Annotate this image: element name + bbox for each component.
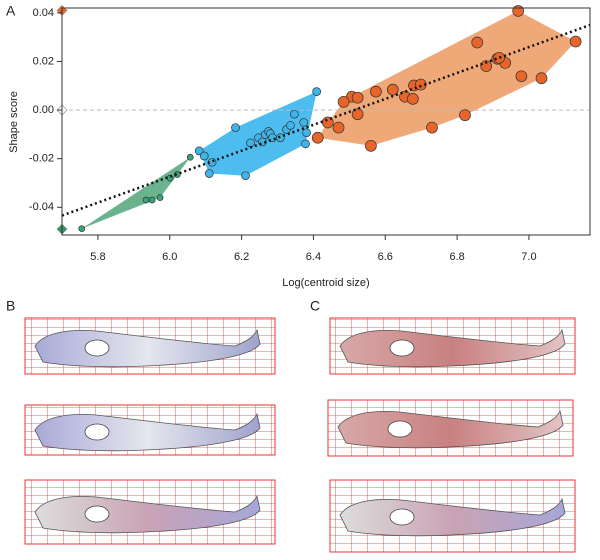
x-tick-label: 5.8 — [90, 251, 105, 263]
x-tick-label: 6.2 — [234, 251, 249, 263]
data-point — [290, 109, 299, 119]
data-point — [173, 171, 181, 178]
group-hull — [317, 10, 576, 146]
panel-label: C — [310, 298, 320, 314]
y-tick-label: -0.04 — [29, 201, 54, 213]
x-tick-label: 7.0 — [521, 251, 536, 263]
data-point — [515, 70, 528, 83]
y-tick-label: 0.02 — [33, 55, 54, 67]
y-tick-label: 0.00 — [33, 104, 54, 116]
data-point — [512, 5, 525, 17]
data-point — [370, 85, 382, 98]
data-point — [299, 118, 309, 127]
data-point — [365, 139, 377, 152]
data-point — [493, 51, 505, 64]
panel-b — [24, 317, 276, 545]
data-point — [426, 121, 438, 134]
data-point — [386, 83, 399, 96]
data-point — [231, 123, 240, 132]
x-tick-label: 6.0 — [162, 251, 177, 263]
data-point — [142, 196, 150, 204]
x-tick-label: 6.6 — [378, 251, 393, 263]
data-point — [241, 171, 250, 181]
data-point — [199, 151, 209, 161]
data-point — [332, 121, 345, 134]
data-point — [312, 87, 322, 96]
panel-label: A — [6, 3, 16, 19]
data-point — [186, 153, 194, 161]
x-axis-label: Log(centroid size) — [282, 277, 369, 289]
data-point — [351, 91, 364, 104]
x-tick-label: 6.8 — [449, 251, 464, 263]
group-hull — [81, 157, 191, 229]
data-point — [311, 131, 324, 144]
panel-label: B — [6, 298, 15, 314]
y-tick-label: 0.04 — [33, 7, 54, 19]
data-point — [301, 139, 310, 149]
x-tick-label: 6.4 — [306, 251, 321, 263]
data-point — [569, 35, 582, 48]
plot: 5.8 6.0 6.2 6.4 6.6 6.8 7.0 -0.04 -0.02 0.00 0.02 0… — [29, 5, 591, 263]
data-point — [414, 78, 427, 91]
data-point — [286, 121, 295, 130]
data-point — [156, 194, 164, 201]
data-point — [471, 36, 484, 49]
data-point — [302, 128, 311, 138]
data-point — [535, 72, 548, 85]
data-point — [78, 225, 86, 233]
data-point — [351, 108, 364, 121]
data-point — [459, 109, 471, 122]
data-point — [337, 95, 350, 108]
y-axis-label: Shape score — [8, 91, 20, 153]
panel-c — [327, 317, 576, 553]
y-tick-label: -0.02 — [29, 153, 54, 165]
data-point — [204, 169, 214, 178]
data-point — [148, 196, 156, 204]
data-point — [246, 138, 255, 148]
plot-frame — [61, 7, 591, 236]
data-point — [407, 93, 419, 105]
trend-line — [61, 23, 591, 217]
data-point — [480, 60, 493, 72]
